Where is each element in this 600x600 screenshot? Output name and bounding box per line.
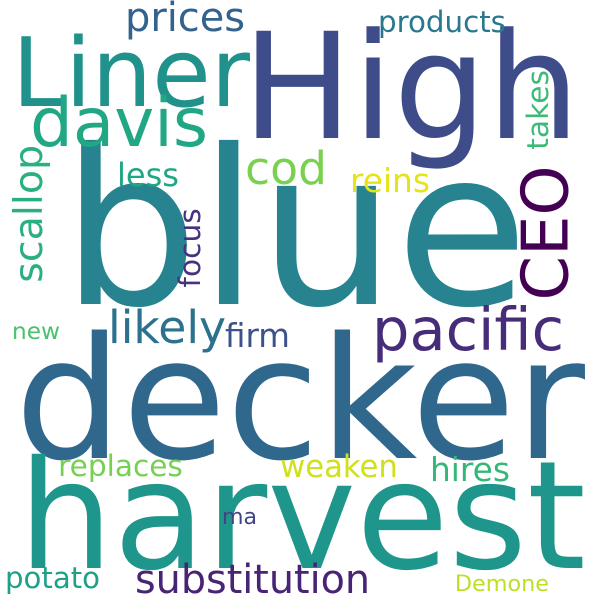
word-new: new (12, 318, 60, 346)
word-prices: prices (125, 0, 246, 41)
word-products: products (378, 5, 506, 40)
word-davis: davis (30, 82, 209, 162)
word-high: High (242, 0, 581, 173)
word-takes: takes (521, 70, 557, 150)
word-cod: cod (245, 142, 327, 196)
word-pacific: pacific (372, 294, 565, 364)
word-blue: blue (61, 104, 529, 355)
word-demone: Demone (454, 570, 549, 597)
word-reins: reins (350, 161, 430, 200)
word-decker: decker (14, 301, 585, 499)
word-hires: hires (430, 450, 510, 489)
word-focus: focus (173, 207, 209, 288)
word-ma: ma (222, 504, 258, 530)
word-replaces: replaces (58, 449, 183, 484)
word-potato: potato (5, 561, 101, 596)
word-substitution: substitution (135, 557, 371, 600)
word-liner: Liner (12, 18, 251, 130)
word-harvest: harvest (18, 429, 586, 600)
word-weaken: weaken (280, 449, 398, 485)
word-likely: likely (108, 300, 227, 354)
word-firm: firm (225, 316, 290, 355)
word-ceo: CEO (509, 164, 584, 301)
word-scallop: scallop (6, 145, 53, 283)
word-less: less (117, 156, 179, 194)
